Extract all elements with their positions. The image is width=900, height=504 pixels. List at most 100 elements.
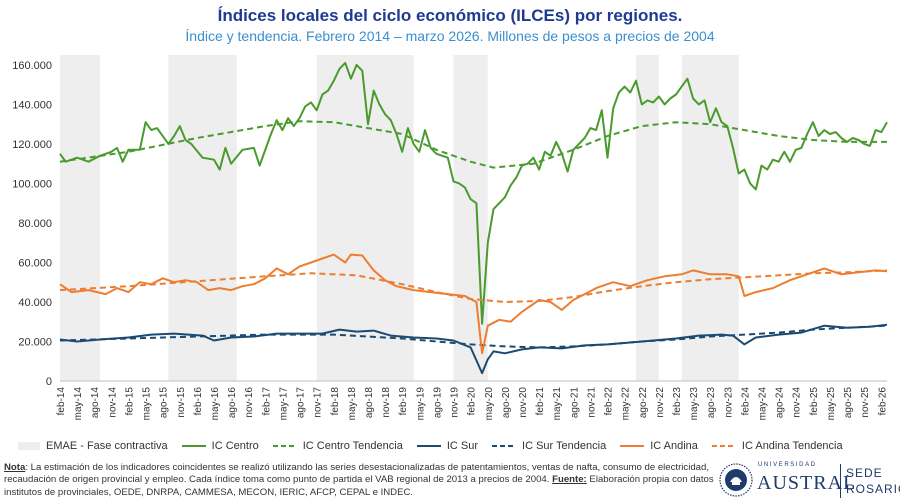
y-tick-label-6: 120.000 [12,139,52,151]
legend-label-andina: IC Andina [650,440,698,452]
x-tick-label-5: may-15 [142,387,153,421]
legend-swatch-centro [181,445,206,447]
x-tick-label-11: nov-16 [244,387,255,418]
x-tick-label-6: ago-15 [159,387,170,419]
x-tick-label-48: feb-26 [877,387,888,416]
legend-item-centro: IC Centro [181,440,259,452]
logo-separator [840,464,841,498]
x-tick-label-14: ago-17 [296,387,307,419]
chart-title: Índices locales del ciclo económico (ILC… [217,6,683,25]
x-tick-label-13: may-17 [278,387,289,421]
legend-label-shade: EMAE - Fase contractiva [46,440,168,452]
legend-label-centro: IC Centro [211,440,259,452]
x-tick-label-31: nov-21 [586,387,597,418]
contraction-band-0 [60,55,100,381]
series-line-ic-sur-tendencia [59,324,888,349]
legend-item-sur-trend: IC Sur Tendencia [492,440,606,452]
legend-item-andina: IC Andina [620,440,698,452]
y-tick-label-4: 80.000 [18,218,52,230]
x-tick-label-15: nov-17 [313,387,324,418]
y-tick-label-0: 0 [46,376,52,388]
x-tick-label-1: may-14 [73,387,84,421]
x-tick-label-12: feb-17 [261,387,272,416]
x-tick-label-26: ago-20 [501,387,512,419]
legend-label-sur: IC Sur [446,440,479,452]
x-tick-label-25: may-20 [484,387,495,421]
legend-swatch-sur [416,445,441,447]
x-tick-label-32: feb-22 [604,387,615,416]
y-tick-label-7: 140.000 [12,99,52,111]
austral-logo: UNIVERSIDAD AUSTRAL SEDE ROSARIO [718,460,900,502]
x-tick-label-2: ago-14 [90,387,101,419]
x-tick-label-7: nov-15 [176,387,187,418]
footnote: Nota: La estimación de los indicadores c… [4,462,716,499]
x-tick-label-22: ago-19 [432,387,443,419]
x-tick-label-44: feb-25 [809,387,820,416]
x-tick-label-33: may-22 [621,387,632,421]
x-tick-label-37: may-23 [689,387,700,421]
legend-swatch-shade [18,442,40,450]
x-tick-label-24: feb-20 [467,387,478,416]
x-tick-label-23: nov-19 [450,387,461,418]
chart-legend: EMAE - Fase contractiva IC Centro IC Cen… [18,437,890,455]
x-tick-label-46: ago-25 [843,387,854,419]
footnote-fuente-label: Fuente: [552,474,587,486]
legend-label-andina-trend: IC Andina Tendencia [741,440,843,452]
x-tick-label-43: nov-24 [792,387,803,418]
x-tick-label-40: feb-24 [740,387,751,416]
x-tick-label-17: may-18 [347,387,358,421]
x-tick-label-45: may-25 [826,387,837,421]
logo-austral: AUSTRAL [757,472,857,494]
x-tick-label-19: nov-18 [381,387,392,418]
x-tick-label-29: may-21 [552,387,563,421]
x-tick-label-4: feb-15 [124,387,135,416]
x-tick-label-16: feb-18 [330,387,341,416]
x-tick-label-34: ago-22 [638,387,649,419]
x-tick-label-35: nov-22 [655,387,666,418]
x-tick-label-41: may-24 [758,387,769,421]
legend-swatch-andina [620,445,645,447]
series-line-ic-centro [59,61,888,325]
x-tick-label-36: feb-23 [672,387,683,416]
y-tick-label-3: 60.000 [18,257,52,269]
contraction-band-4 [636,55,659,381]
y-tick-label-5: 100.000 [12,178,52,190]
legend-swatch-sur-trend [492,445,517,447]
y-tick-label-2: 40.000 [18,297,52,309]
x-tick-label-27: nov-20 [518,387,529,418]
legend-swatch-andina-trend [711,445,736,447]
x-tick-label-20: feb-19 [398,387,409,416]
contraction-band-5 [681,55,739,381]
legend-item-sur: IC Sur [416,440,479,452]
y-tick-label-1: 20.000 [18,336,52,348]
chart-subtitle: Índice y tendencia. Febrero 2014 – marzo… [185,28,715,44]
contraction-band-1 [168,55,237,381]
legend-swatch-centro-trend [272,445,297,447]
legend-label-centro-trend: IC Centro Tendencia [302,440,403,452]
logo-rosario: ROSARIO [846,482,900,496]
legend-item-shade: EMAE - Fase contractiva [18,440,168,452]
x-tick-label-39: nov-23 [723,387,734,418]
footnote-nota-label: Nota [4,462,26,473]
legend-item-andina-trend: IC Andina Tendencia [711,440,843,452]
contraction-band-2 [316,55,414,381]
x-tick-label-0: feb-14 [56,387,67,416]
x-tick-label-47: nov-25 [860,387,871,418]
x-tick-label-21: may-19 [415,387,426,421]
series-line-ic-andina-tendencia [59,269,888,303]
x-tick-label-42: ago-24 [775,387,786,419]
footnote-fuente-text: Elaboración propia con datos institutos … [4,474,714,498]
footnote-nota-text: : La estimación de los indicadores coinc… [4,462,710,486]
legend-item-centro-trend: IC Centro Tendencia [272,440,403,452]
x-tick-label-8: feb-16 [193,387,204,416]
x-tick-label-9: may-16 [210,387,221,421]
logo-universidad: UNIVERSIDAD [758,462,817,468]
x-tick-label-30: ago-21 [569,387,580,419]
series-line-ic-sur [59,323,888,375]
logo-sede: SEDE [846,466,883,480]
series-line-ic-centro-tendencia [59,120,887,169]
contraction-band-3 [453,55,488,381]
x-tick-label-38: ago-23 [706,387,717,419]
x-tick-label-18: ago-18 [364,387,375,419]
x-tick-label-3: nov-14 [107,387,118,418]
